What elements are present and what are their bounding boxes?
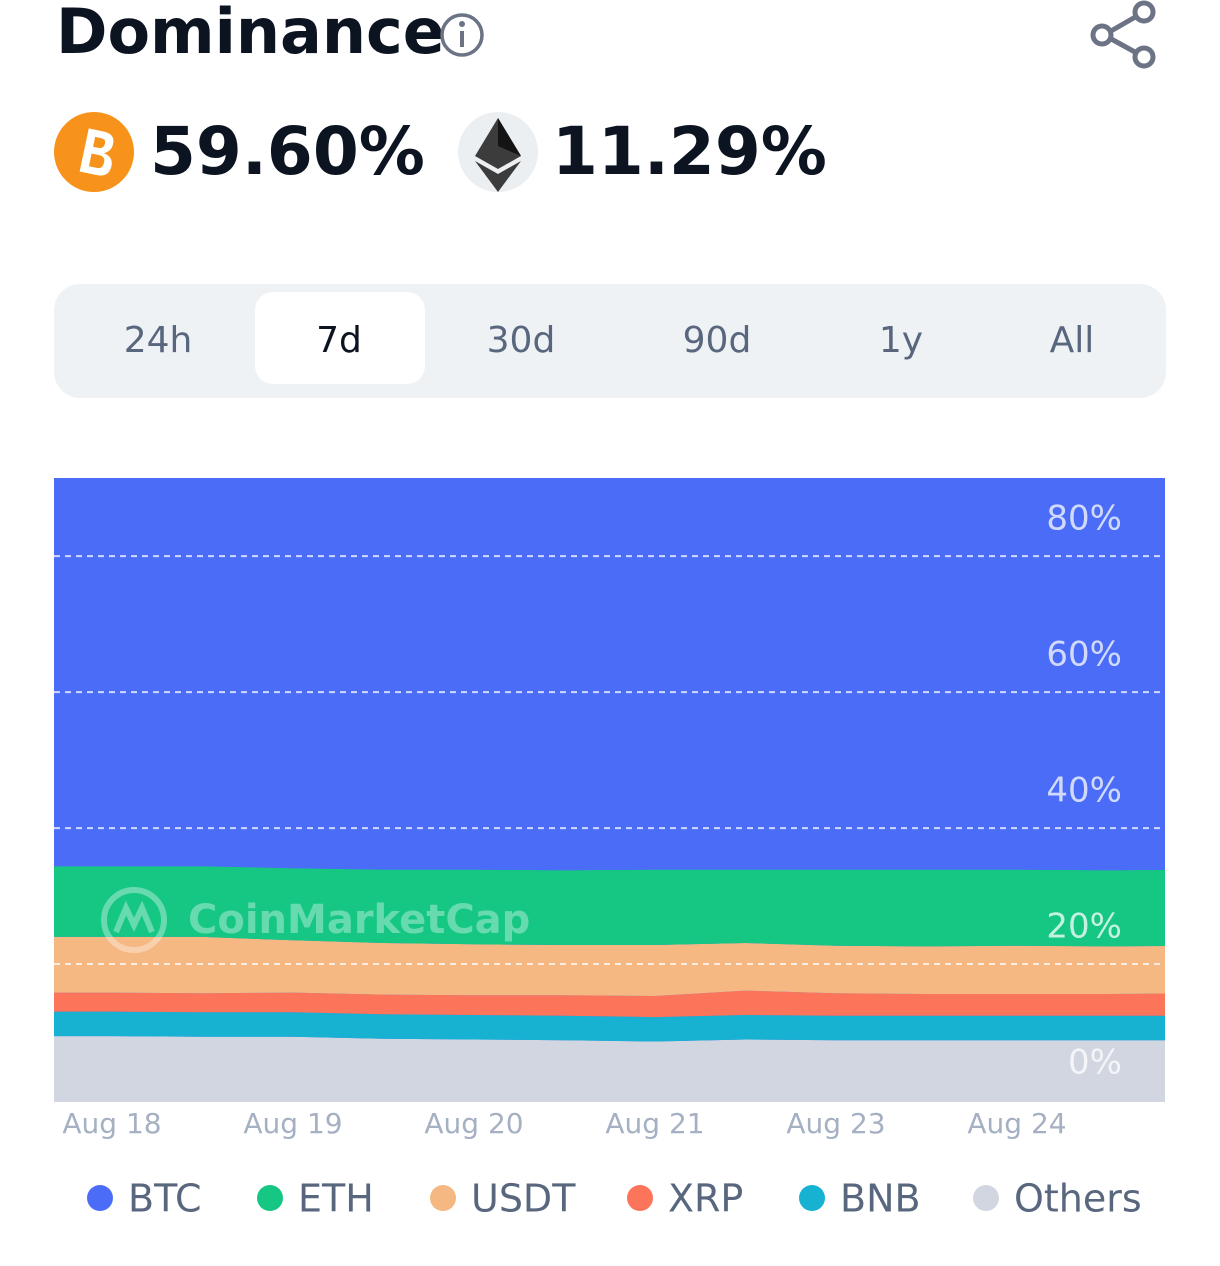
watermark-text: CoinMarketCap — [188, 897, 530, 943]
legend-label: XRP — [668, 1177, 743, 1221]
area-others — [54, 1036, 1165, 1102]
x-tick-label: Aug 24 — [967, 1107, 1066, 1140]
y-tick-label: 20% — [1046, 907, 1122, 947]
area-usdt — [54, 936, 1165, 996]
tab[interactable]: 24h — [124, 320, 193, 361]
x-tick-label: Aug 18 — [62, 1107, 161, 1140]
tab[interactable]: 7d — [316, 320, 362, 361]
legend-dot — [430, 1185, 456, 1211]
legend-label: BTC — [128, 1177, 202, 1221]
area-btc — [54, 478, 1165, 871]
x-tick-label: Aug 20 — [424, 1107, 523, 1140]
tab-selected-bg[interactable] — [255, 292, 425, 384]
watermark-logo — [101, 887, 167, 953]
watermark-logo-m — [113, 900, 155, 934]
eth-dominance: 11.29% — [552, 113, 827, 190]
x-tick-label: Aug 19 — [243, 1107, 342, 1140]
btc-icon — [54, 112, 134, 192]
y-tick-label: 80% — [1046, 499, 1122, 539]
area-bnb — [54, 1011, 1165, 1042]
legend-dot — [87, 1185, 113, 1211]
y-tick-label: 0% — [1068, 1043, 1122, 1083]
area-xrp — [54, 990, 1165, 1018]
eth-icon — [458, 112, 538, 192]
legend-label: USDT — [471, 1177, 576, 1221]
btc-dominance: 59.60% — [150, 113, 425, 190]
legend-dot — [973, 1185, 999, 1211]
info-icon[interactable] — [440, 13, 484, 57]
legend-dot — [257, 1185, 283, 1211]
tab[interactable]: 90d — [683, 320, 752, 361]
area-eth — [54, 866, 1165, 947]
legend-label: Others — [1014, 1177, 1142, 1221]
tab[interactable]: 1y — [879, 320, 923, 361]
legend-label: ETH — [298, 1177, 374, 1221]
tab[interactable]: 30d — [487, 320, 556, 361]
title: Dominance — [56, 0, 445, 68]
legend-label: BNB — [840, 1177, 921, 1221]
y-tick-label: 40% — [1046, 771, 1122, 811]
tab[interactable]: All — [1050, 320, 1095, 361]
share-icon[interactable] — [1090, 0, 1156, 69]
tab-bar — [54, 284, 1166, 398]
x-tick-label: Aug 21 — [605, 1107, 704, 1140]
y-tick-label: 60% — [1046, 635, 1122, 675]
legend-dot — [627, 1185, 653, 1211]
watermark: CoinMarketCap — [101, 887, 530, 953]
x-tick-label: Aug 23 — [786, 1107, 885, 1140]
legend-dot — [799, 1185, 825, 1211]
